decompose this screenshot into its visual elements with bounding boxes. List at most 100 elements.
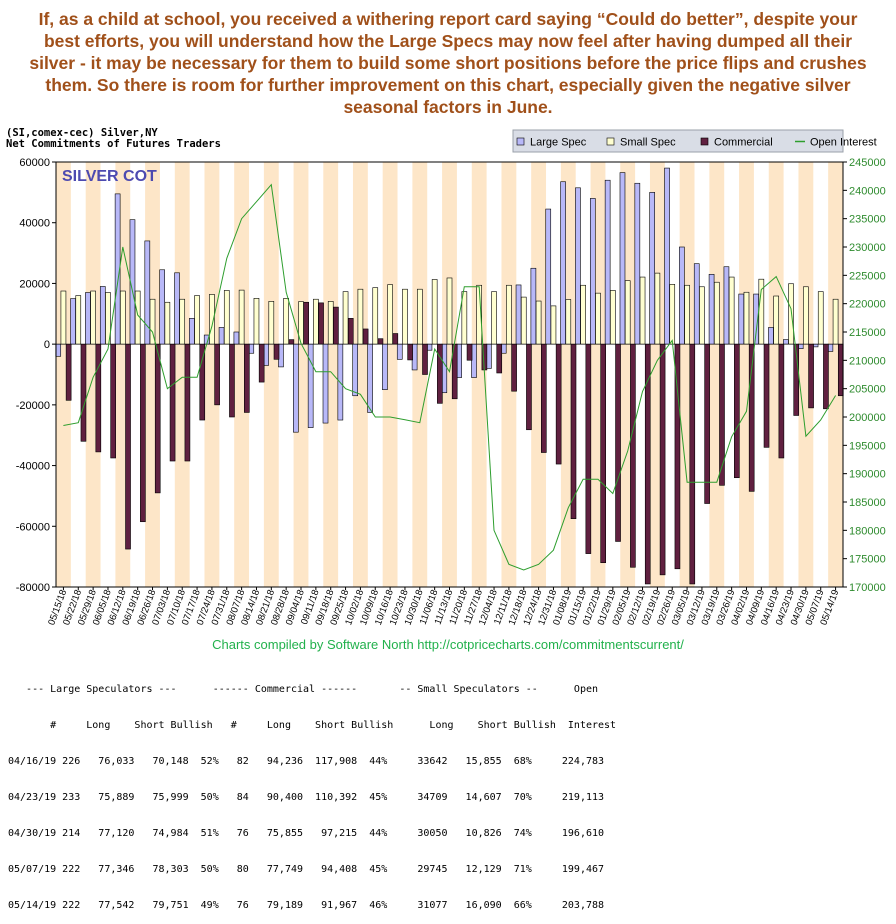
bar-commercial [540, 343, 547, 453]
band-stripe [412, 162, 428, 587]
bar-small-spec [654, 272, 661, 345]
bar-commercial [778, 343, 785, 459]
bar-commercial [763, 343, 770, 448]
bar-large-spec [293, 343, 299, 433]
bar-commercial [80, 343, 87, 442]
band-stripe [174, 162, 190, 587]
bar-commercial [362, 328, 369, 345]
y2-tick-label: 240000 [849, 185, 886, 197]
cot-table: --- Large Speculators --- ------ Commerc… [8, 660, 616, 924]
legend-label: Small Spec [620, 137, 676, 149]
y2-tick-label: 215000 [849, 327, 886, 339]
bar-small-spec [610, 290, 616, 345]
bar-commercial [689, 343, 696, 585]
bar-large-spec [382, 343, 388, 390]
bar-commercial [466, 343, 473, 361]
bar-small-spec [446, 277, 453, 345]
bar-small-spec [595, 292, 601, 345]
bar-large-spec [322, 343, 329, 424]
bar-commercial [659, 343, 666, 576]
bar-large-spec [693, 263, 700, 345]
legend-item: Small Spec [606, 137, 676, 149]
bar-small-spec [669, 284, 676, 345]
chart-subtitle: Net Commitments of Futures Traders [6, 138, 221, 150]
band-stripe [85, 162, 101, 587]
bar-commercial [303, 301, 310, 345]
bar-large-spec [649, 192, 655, 345]
chart-header: (SI,comex-cec) Silver,NY Net Commitments… [6, 128, 221, 150]
bar-commercial [125, 343, 131, 550]
y-tick-label: -20000 [16, 400, 50, 412]
bar-commercial [570, 343, 577, 519]
band-stripe [501, 162, 517, 587]
bar-small-spec [699, 286, 705, 345]
bar-commercial [808, 343, 814, 409]
bar-commercial [169, 343, 176, 462]
open-interest-line [63, 183, 837, 571]
band-stripe [768, 162, 784, 587]
bar-large-spec [85, 292, 91, 345]
y2-tick-label: 245000 [849, 157, 886, 169]
y2-tick-label: 170000 [849, 582, 886, 594]
bar-small-spec [283, 298, 289, 345]
bar-large-spec [99, 286, 106, 345]
bar-commercial [630, 343, 636, 568]
bar-small-spec [565, 299, 572, 345]
bar-small-spec [179, 298, 186, 345]
y-tick-label: -80000 [16, 582, 50, 594]
bar-large-spec [174, 272, 180, 345]
band-stripe [204, 162, 220, 587]
bar-commercial [555, 343, 562, 465]
bar-large-spec [634, 182, 641, 345]
bar-small-spec [713, 281, 720, 345]
legend-label: Open Interest [810, 137, 877, 149]
credit-line: Charts compiled by Software North http:/… [212, 637, 684, 652]
bar-small-spec [817, 291, 824, 345]
bar-small-spec [803, 286, 809, 345]
bar-commercial [214, 343, 220, 406]
bar-small-spec [342, 291, 349, 345]
bar-large-spec [307, 343, 314, 428]
legend-swatch [700, 137, 709, 146]
bar-commercial [422, 343, 428, 375]
bar-commercial [600, 343, 606, 564]
bar-commercial [65, 343, 72, 401]
y2-tick-label: 190000 [849, 469, 886, 481]
legend-swatch [606, 137, 615, 146]
bar-commercial [184, 343, 191, 462]
y2-tick-label: 235000 [849, 214, 886, 226]
y2-tick-label: 220000 [849, 299, 886, 311]
cot-chart: 6000040000200000-20000-40000-60000-80000… [16, 129, 886, 627]
bar-commercial [140, 343, 146, 523]
band-stripe [293, 162, 309, 587]
bar-large-spec [619, 172, 626, 345]
bar-large-spec [367, 343, 373, 413]
legend-item: Commercial [700, 137, 773, 149]
table-row: 05/07/19 222 77,346 78,303 50% 80 77,749… [8, 864, 605, 875]
bar-small-spec [580, 284, 586, 345]
y2-tick-label: 180000 [849, 525, 886, 537]
bar-large-spec [604, 179, 611, 345]
bar-small-spec [327, 301, 334, 345]
bar-small-spec [372, 287, 379, 345]
bar-large-spec [515, 284, 522, 345]
bar-commercial [273, 343, 280, 360]
bar-small-spec [238, 289, 245, 345]
y2-tick-label: 200000 [849, 412, 886, 424]
legend-item: Large Spec [516, 137, 587, 149]
band-stripe [471, 162, 487, 587]
bar-small-spec [743, 291, 750, 345]
bar-small-spec [253, 298, 260, 345]
bar-small-spec [684, 284, 690, 345]
y-tick-label: 60000 [19, 157, 50, 169]
band-stripe [323, 162, 339, 587]
chart-title: SILVER COT [62, 168, 157, 185]
bar-small-spec [120, 290, 126, 345]
y2-tick-label: 195000 [849, 440, 886, 452]
band-stripe [798, 162, 814, 587]
bar-small-spec [194, 295, 200, 345]
y-tick-label: 20000 [19, 278, 50, 290]
bar-large-spec [396, 343, 403, 360]
legend-item: Open Interest [795, 137, 877, 149]
bar-small-spec [431, 279, 438, 345]
